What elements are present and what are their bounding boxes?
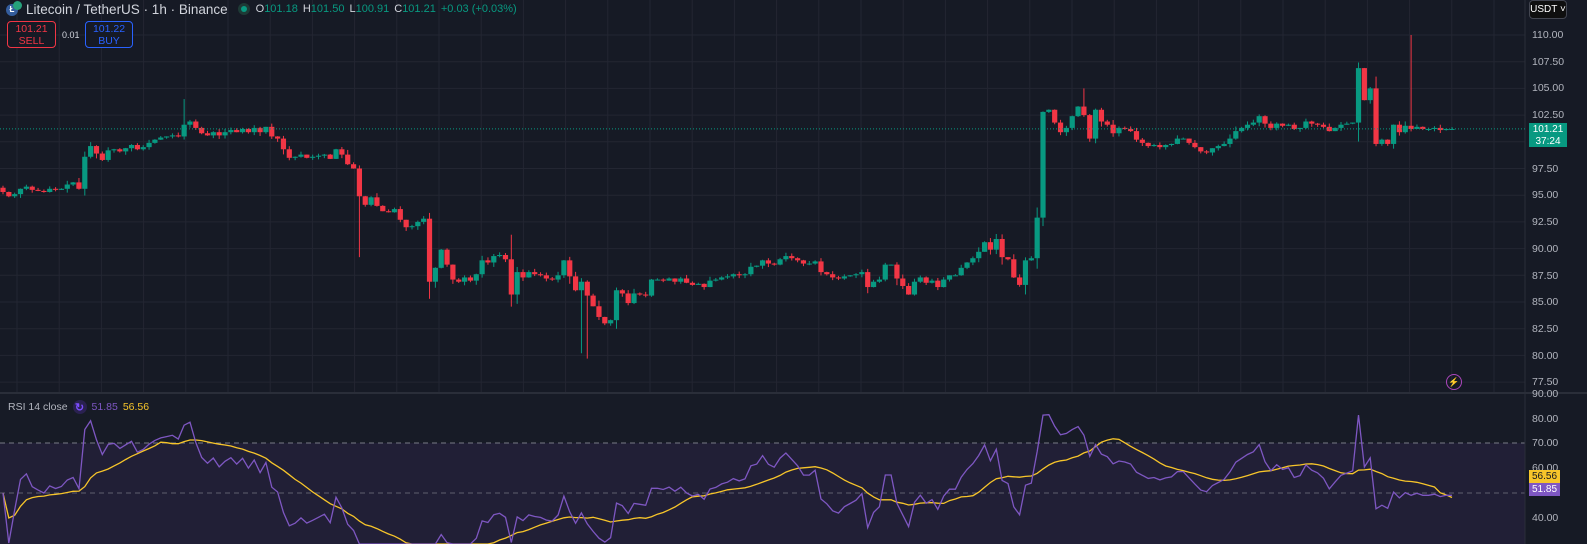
bar-countdown: 37:24 [1535,135,1561,147]
refresh-loop-icon[interactable]: ↻ [72,400,87,414]
rsi-ma-value: 56.56 [122,401,150,413]
price-tick: 92.50 [1532,216,1559,228]
rsi-tick: 70.00 [1532,437,1559,449]
rsi-ma-tag: 56.56 [1529,470,1560,483]
rsi-tick: 40.00 [1532,512,1559,524]
sell-label: SELL [18,35,45,47]
rsi-tick: 90.00 [1532,388,1559,400]
rsi-legend[interactable]: RSI 14 close ↻ 51.85 56.56 [8,400,149,414]
high-label: H [302,3,311,15]
sell-button[interactable]: 101.21 SELL [7,21,56,48]
currency-selector[interactable]: USDT ˅ [1529,0,1567,19]
rsi-title: RSI 14 close [8,401,68,413]
price-tick: 80.00 [1532,350,1559,362]
open-label: O [255,3,265,15]
rsi-tick: 80.00 [1532,413,1559,425]
open-value: 101.18 [264,3,298,15]
ohlc-values: O101.18 H101.50 L100.91 C101.21 +0.03 (+… [256,3,517,15]
price-tick: 105.00 [1532,82,1565,94]
buy-label: BUY [98,35,120,47]
symbol-title[interactable]: Litecoin / TetherUS · 1h · Binance [26,1,228,17]
low-value: 100.91 [355,3,390,15]
price-tick: 82.50 [1532,323,1559,335]
price-tick: 87.50 [1532,270,1559,282]
low-label: L [349,3,356,15]
buy-price: 101.22 [92,23,126,35]
price-tick: 102.50 [1532,109,1565,121]
rsi-value: 51.85 [91,401,118,413]
price-tick: 90.00 [1532,243,1559,255]
market-status-icon[interactable] [237,3,250,15]
buy-button[interactable]: 101.22 BUY [85,21,133,48]
rsi-value-tag: 51.85 [1529,483,1560,496]
price-tick: 95.00 [1532,189,1559,201]
change-value: +0.03 (+0.03%) [440,3,517,15]
chart-header: Ł Litecoin / TetherUS · 1h · Binance O10… [6,0,517,18]
price-tick: 85.00 [1532,296,1559,308]
close-value: 101.21 [402,3,436,15]
sell-price: 101.21 [15,23,48,35]
price-tick: 77.50 [1532,376,1559,388]
price-tick: 107.50 [1532,56,1565,68]
lightning-icon[interactable]: ⚡ [1446,374,1462,390]
spread-value: 0.01 [62,30,80,40]
price-tick: 97.50 [1532,163,1559,175]
litecoin-tether-icon: Ł [6,1,22,17]
current-price-tag: 101.21 37:24 [1529,123,1567,147]
high-value: 101.50 [310,3,345,15]
close-label: C [394,3,403,15]
price-tick: 110.00 [1532,29,1564,41]
current-price: 101.21 [1532,124,1564,135]
